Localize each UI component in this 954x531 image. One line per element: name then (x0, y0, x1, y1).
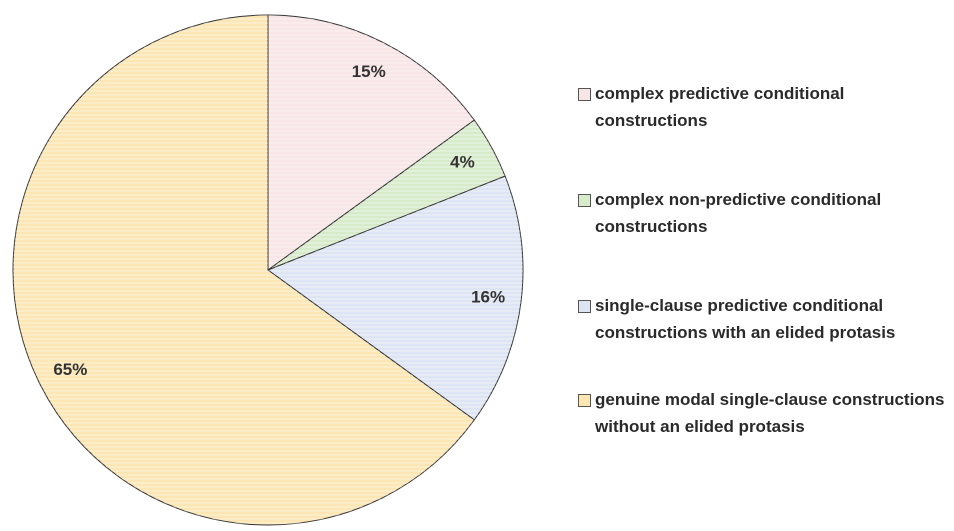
slice-texture (268, 15, 475, 270)
legend-swatch (578, 88, 591, 101)
data-label: 16% (471, 287, 505, 306)
data-label: 4% (450, 153, 475, 172)
data-label: 65% (53, 360, 87, 379)
legend-item: genuine modal single-clause construction… (578, 386, 950, 440)
legend-text: single-clause predictive conditional con… (595, 296, 896, 342)
slice-texture (13, 15, 475, 525)
legend-swatch (578, 300, 591, 313)
legend-swatch (578, 194, 591, 207)
data-label: 15% (352, 62, 386, 81)
legend-text: complex non-predictive conditional const… (595, 190, 882, 236)
slice-texture (268, 120, 506, 270)
legend-item: single-clause predictive conditional con… (578, 292, 950, 346)
legend-swatch (578, 394, 591, 407)
legend-item: complex non-predictive conditional const… (578, 186, 950, 240)
legend-item: complex predictive conditional construct… (578, 80, 950, 134)
slice-texture (268, 176, 524, 420)
legend: complex predictive conditional construct… (578, 80, 950, 440)
legend-text: genuine modal single-clause construction… (595, 390, 945, 436)
legend-text: complex predictive conditional construct… (595, 84, 845, 130)
